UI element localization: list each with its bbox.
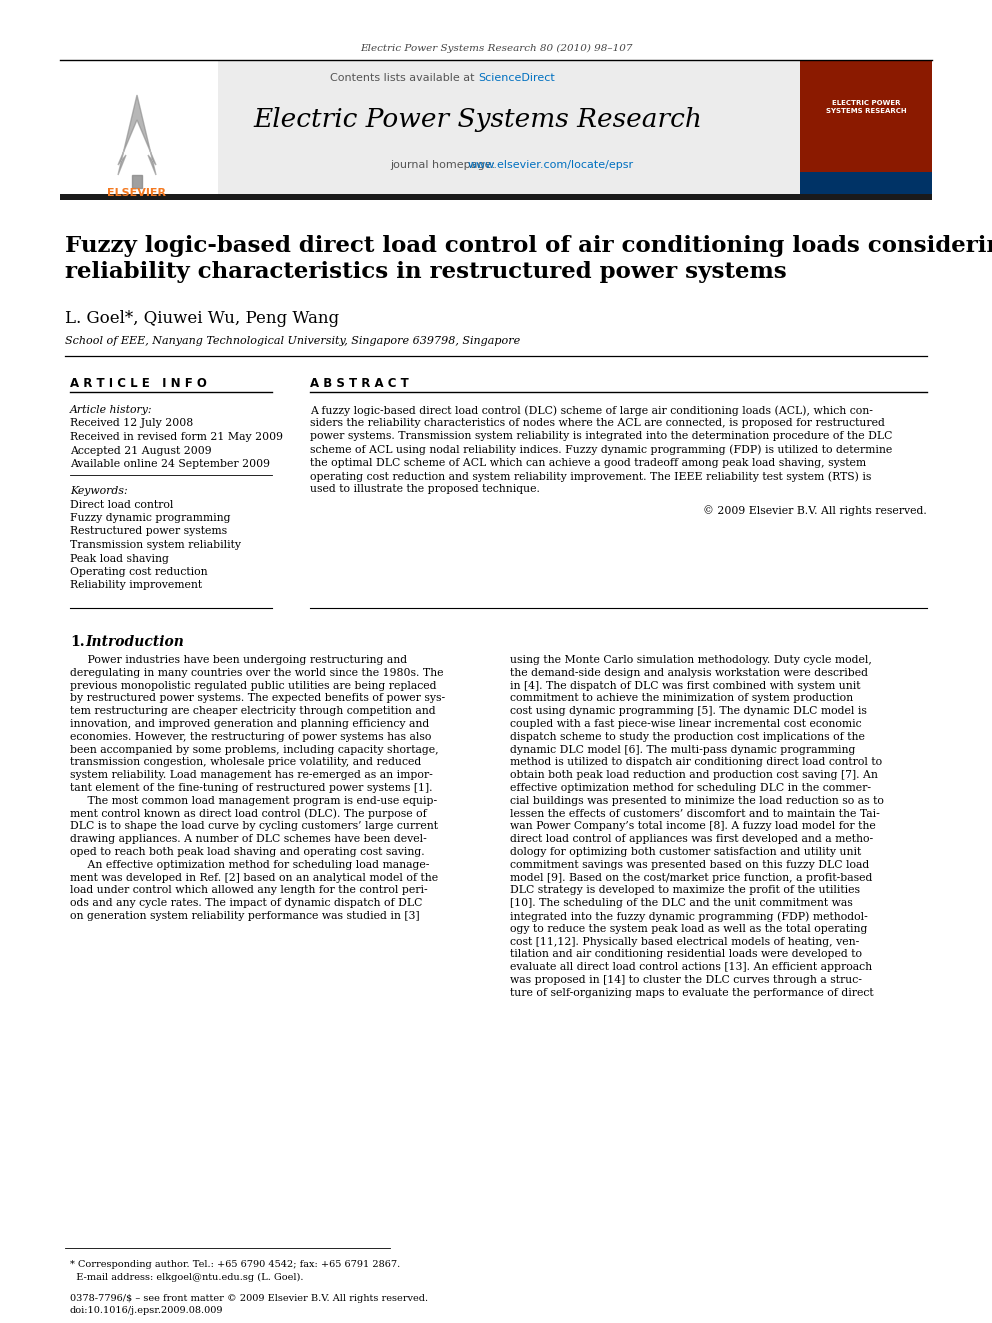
Text: power systems. Transmission system reliability is integrated into the determinat: power systems. Transmission system relia… <box>310 431 893 442</box>
Text: Reliability improvement: Reliability improvement <box>70 581 202 590</box>
Text: 1.: 1. <box>70 635 84 650</box>
Text: Direct load control: Direct load control <box>70 500 174 509</box>
Bar <box>800 172 932 197</box>
Text: used to illustrate the proposed technique.: used to illustrate the proposed techniqu… <box>310 484 540 495</box>
Text: doi:10.1016/j.epsr.2009.08.009: doi:10.1016/j.epsr.2009.08.009 <box>70 1306 223 1315</box>
Text: Contents lists available at: Contents lists available at <box>330 73 478 83</box>
Bar <box>60 60 932 197</box>
Text: ogy to reduce the system peak load as well as the total operating: ogy to reduce the system peak load as we… <box>510 923 867 934</box>
Text: cial buildings was presented to minimize the load reduction so as to: cial buildings was presented to minimize… <box>510 796 884 806</box>
Text: Fuzzy logic-based direct load control of air conditioning loads considering noda: Fuzzy logic-based direct load control of… <box>65 235 992 283</box>
Text: Operating cost reduction: Operating cost reduction <box>70 568 207 577</box>
Text: by restructured power systems. The expected benefits of power sys-: by restructured power systems. The expec… <box>70 693 445 704</box>
Text: obtain both peak load reduction and production cost saving [7]. An: obtain both peak load reduction and prod… <box>510 770 878 781</box>
Text: cost using dynamic programming [5]. The dynamic DLC model is: cost using dynamic programming [5]. The … <box>510 706 867 716</box>
Text: economies. However, the restructuring of power systems has also: economies. However, the restructuring of… <box>70 732 432 742</box>
Text: journal homepage:: journal homepage: <box>390 160 499 169</box>
Text: the demand-side design and analysis workstation were described: the demand-side design and analysis work… <box>510 668 868 677</box>
Text: was proposed in [14] to cluster the DLC curves through a struc-: was proposed in [14] to cluster the DLC … <box>510 975 862 986</box>
Text: * Corresponding author. Tel.: +65 6790 4542; fax: +65 6791 2867.: * Corresponding author. Tel.: +65 6790 4… <box>70 1259 400 1269</box>
Text: load under control which allowed any length for the control peri-: load under control which allowed any len… <box>70 885 428 896</box>
Text: previous monopolistic regulated public utilities are being replaced: previous monopolistic regulated public u… <box>70 680 436 691</box>
Text: Electric Power Systems Research: Electric Power Systems Research <box>254 107 702 132</box>
Text: A R T I C L E   I N F O: A R T I C L E I N F O <box>70 377 207 390</box>
Text: direct load control of appliances was first developed and a metho-: direct load control of appliances was fi… <box>510 835 873 844</box>
Polygon shape <box>118 95 156 175</box>
Text: DLC is to shape the load curve by cycling customers’ large current: DLC is to shape the load curve by cyclin… <box>70 822 438 831</box>
Text: ment was developed in Ref. [2] based on an analytical model of the: ment was developed in Ref. [2] based on … <box>70 873 438 882</box>
Text: the optimal DLC scheme of ACL which can achieve a good tradeoff among peak load : the optimal DLC scheme of ACL which can … <box>310 458 866 468</box>
Text: deregulating in many countries over the world since the 1980s. The: deregulating in many countries over the … <box>70 668 443 677</box>
Text: ELSEVIER: ELSEVIER <box>107 188 167 198</box>
Text: in [4]. The dispatch of DLC was first combined with system unit: in [4]. The dispatch of DLC was first co… <box>510 680 860 691</box>
Text: Fuzzy dynamic programming: Fuzzy dynamic programming <box>70 513 230 523</box>
Text: been accompanied by some problems, including capacity shortage,: been accompanied by some problems, inclu… <box>70 745 438 754</box>
Text: Article history:: Article history: <box>70 405 153 415</box>
Text: A B S T R A C T: A B S T R A C T <box>310 377 409 390</box>
Text: Available online 24 September 2009: Available online 24 September 2009 <box>70 459 270 468</box>
Text: Power industries have been undergoing restructuring and: Power industries have been undergoing re… <box>70 655 407 665</box>
Text: drawing appliances. A number of DLC schemes have been devel-: drawing appliances. A number of DLC sche… <box>70 835 427 844</box>
Text: Received in revised form 21 May 2009: Received in revised form 21 May 2009 <box>70 433 283 442</box>
Text: tem restructuring are cheaper electricity through competition and: tem restructuring are cheaper electricit… <box>70 706 435 716</box>
Bar <box>60 194 932 200</box>
Text: system reliability. Load management has re-emerged as an impor-: system reliability. Load management has … <box>70 770 433 781</box>
Text: An effective optimization method for scheduling load manage-: An effective optimization method for sch… <box>70 860 430 869</box>
Text: School of EEE, Nanyang Technological University, Singapore 639798, Singapore: School of EEE, Nanyang Technological Uni… <box>65 336 520 347</box>
Text: evaluate all direct load control actions [13]. An efficient approach: evaluate all direct load control actions… <box>510 962 872 972</box>
Text: innovation, and improved generation and planning efficiency and: innovation, and improved generation and … <box>70 718 430 729</box>
Text: scheme of ACL using nodal reliability indices. Fuzzy dynamic programming (FDP) i: scheme of ACL using nodal reliability in… <box>310 445 892 455</box>
Text: siders the reliability characteristics of nodes where the ACL are connected, is : siders the reliability characteristics o… <box>310 418 885 429</box>
Text: tilation and air conditioning residential loads were developed to: tilation and air conditioning residentia… <box>510 950 862 959</box>
Text: Introduction: Introduction <box>85 635 184 650</box>
Text: cost [11,12]. Physically based electrical models of heating, ven-: cost [11,12]. Physically based electrica… <box>510 937 859 946</box>
Text: Received 12 July 2008: Received 12 July 2008 <box>70 418 193 429</box>
Text: oped to reach both peak load shaving and operating cost saving.: oped to reach both peak load shaving and… <box>70 847 425 857</box>
Text: ture of self-organizing maps to evaluate the performance of direct: ture of self-organizing maps to evaluate… <box>510 988 874 998</box>
Text: wan Power Company’s total income [8]. A fuzzy load model for the: wan Power Company’s total income [8]. A … <box>510 822 876 831</box>
Text: DLC strategy is developed to maximize the profit of the utilities: DLC strategy is developed to maximize th… <box>510 885 860 896</box>
Text: Restructured power systems: Restructured power systems <box>70 527 227 537</box>
Text: effective optimization method for scheduling DLC in the commer-: effective optimization method for schedu… <box>510 783 871 792</box>
Text: A fuzzy logic-based direct load control (DLC) scheme of large air conditioning l: A fuzzy logic-based direct load control … <box>310 405 873 415</box>
Text: ment control known as direct load control (DLC). The purpose of: ment control known as direct load contro… <box>70 808 427 819</box>
Text: Keywords:: Keywords: <box>70 486 128 496</box>
Text: lessen the effects of customers’ discomfort and to maintain the Tai-: lessen the effects of customers’ discomf… <box>510 808 880 819</box>
Text: Peak load shaving: Peak load shaving <box>70 553 169 564</box>
Text: 0378-7796/$ – see front matter © 2009 Elsevier B.V. All rights reserved.: 0378-7796/$ – see front matter © 2009 El… <box>70 1294 429 1303</box>
Text: tant element of the fine-tuning of restructured power systems [1].: tant element of the fine-tuning of restr… <box>70 783 433 792</box>
Text: commitment savings was presented based on this fuzzy DLC load: commitment savings was presented based o… <box>510 860 869 869</box>
Text: coupled with a fast piece-wise linear incremental cost economic: coupled with a fast piece-wise linear in… <box>510 718 862 729</box>
Text: [10]. The scheduling of the DLC and the unit commitment was: [10]. The scheduling of the DLC and the … <box>510 898 853 908</box>
Text: dology for optimizing both customer satisfaction and utility unit: dology for optimizing both customer sati… <box>510 847 861 857</box>
Text: dynamic DLC model [6]. The multi-pass dynamic programming: dynamic DLC model [6]. The multi-pass dy… <box>510 745 855 754</box>
Text: using the Monte Carlo simulation methodology. Duty cycle model,: using the Monte Carlo simulation methodo… <box>510 655 872 665</box>
Bar <box>800 60 932 197</box>
Text: Accepted 21 August 2009: Accepted 21 August 2009 <box>70 446 211 455</box>
Text: © 2009 Elsevier B.V. All rights reserved.: © 2009 Elsevier B.V. All rights reserved… <box>703 505 927 516</box>
Text: Transmission system reliability: Transmission system reliability <box>70 540 241 550</box>
Text: transmission congestion, wholesale price volatility, and reduced: transmission congestion, wholesale price… <box>70 757 422 767</box>
Text: ods and any cycle rates. The impact of dynamic dispatch of DLC: ods and any cycle rates. The impact of d… <box>70 898 423 908</box>
Text: model [9]. Based on the cost/market price function, a profit-based: model [9]. Based on the cost/market pric… <box>510 873 872 882</box>
Text: www.elsevier.com/locate/epsr: www.elsevier.com/locate/epsr <box>468 160 634 169</box>
Text: dispatch scheme to study the production cost implications of the: dispatch scheme to study the production … <box>510 732 865 742</box>
Text: integrated into the fuzzy dynamic programming (FDP) methodol-: integrated into the fuzzy dynamic progra… <box>510 912 868 922</box>
Text: L. Goel*, Qiuwei Wu, Peng Wang: L. Goel*, Qiuwei Wu, Peng Wang <box>65 310 339 327</box>
Text: The most common load management program is end-use equip-: The most common load management program … <box>70 796 437 806</box>
Text: operating cost reduction and system reliability improvement. The IEEE reliabilit: operating cost reduction and system reli… <box>310 471 871 482</box>
Text: ELECTRIC POWER
SYSTEMS RESEARCH: ELECTRIC POWER SYSTEMS RESEARCH <box>825 101 907 114</box>
Text: E-mail address: elkgoel@ntu.edu.sg (L. Goel).: E-mail address: elkgoel@ntu.edu.sg (L. G… <box>70 1273 304 1282</box>
Text: Electric Power Systems Research 80 (2010) 98–107: Electric Power Systems Research 80 (2010… <box>360 44 632 53</box>
Text: commitment to achieve the minimization of system production: commitment to achieve the minimization o… <box>510 693 853 704</box>
Text: method is utilized to dispatch air conditioning direct load control to: method is utilized to dispatch air condi… <box>510 757 882 767</box>
Bar <box>60 60 218 197</box>
Text: on generation system reliability performance was studied in [3]: on generation system reliability perform… <box>70 912 420 921</box>
Polygon shape <box>132 175 142 188</box>
Text: ScienceDirect: ScienceDirect <box>478 73 555 83</box>
